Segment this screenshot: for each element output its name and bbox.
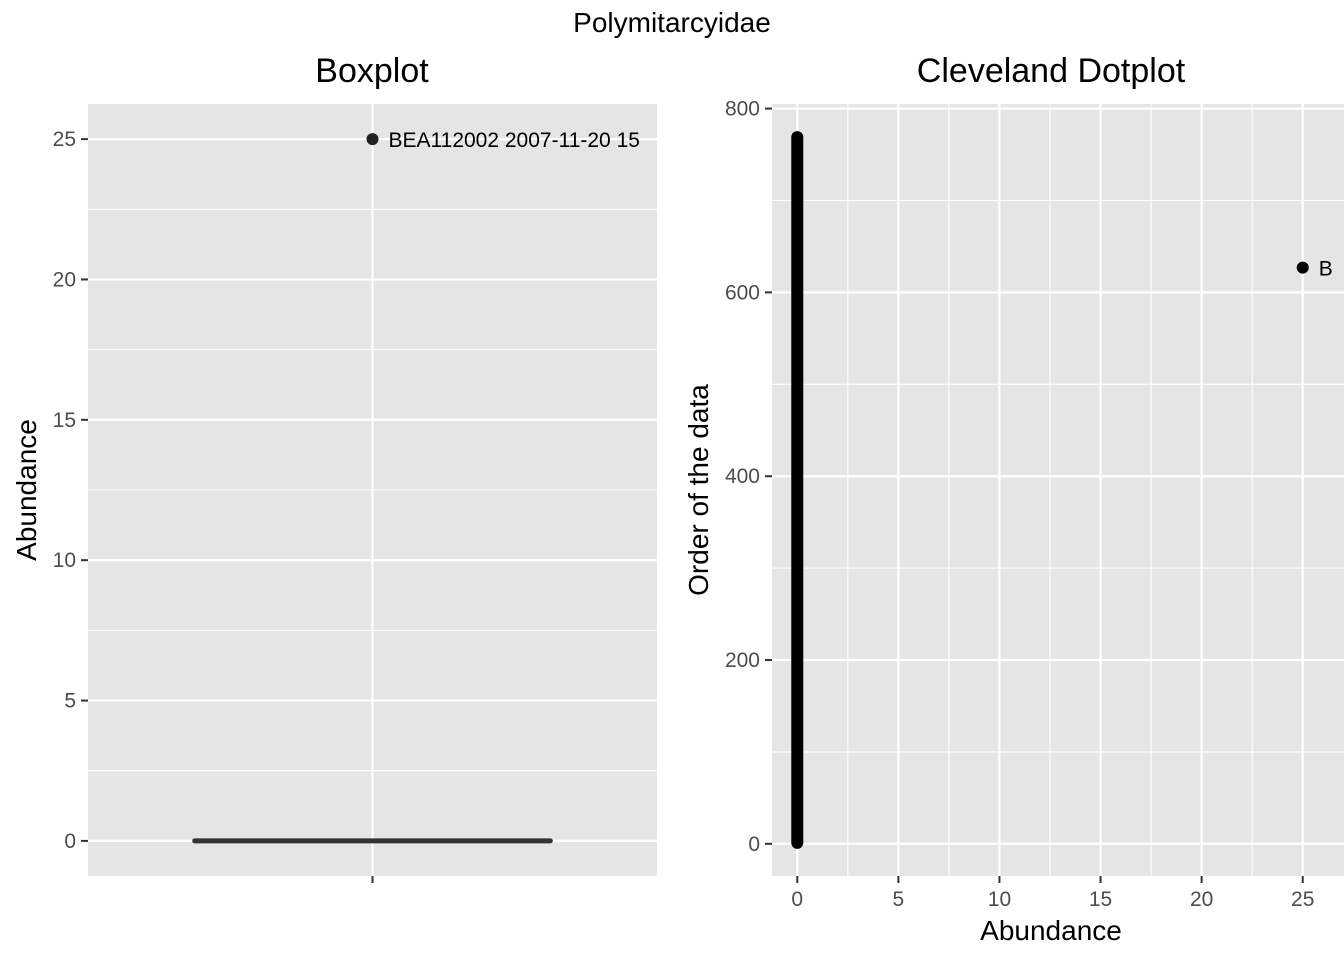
boxplot-y-tick-label: 25 — [53, 128, 76, 151]
boxplot-y-tick-label: 0 — [64, 830, 76, 853]
boxplot-outlier-label: BEA112002 2007-11-20 15 — [389, 129, 640, 152]
dotplot-x-axis-label: Abundance — [980, 915, 1122, 946]
dotplot-panel: Cleveland Dotplot Order of the data Abun… — [683, 52, 1344, 946]
dotplot-y-tick-label: 0 — [748, 833, 760, 856]
boxplot-panel: Boxplot Abundance 0 5 10 15 20 25 BEA112002 2… — [11, 52, 657, 883]
dotplot-y-tick-label: 800 — [725, 98, 760, 121]
dotplot-y-axis-label: Order of the data — [683, 384, 714, 596]
dotplot-x-tick-label: 25 — [1291, 888, 1314, 911]
dotplot-plot-area — [772, 104, 1344, 876]
boxplot-y-tick-label: 5 — [64, 690, 76, 713]
boxplot-y-tick-label: 10 — [53, 549, 76, 572]
dotplot-x-tick-label: 15 — [1089, 888, 1112, 911]
dotplot-point — [1296, 261, 1309, 274]
boxplot-y-tick-label: 15 — [53, 409, 76, 432]
dotplot-y-tick-label: 600 — [725, 281, 760, 304]
dotplot-y-tick-label: 200 — [725, 649, 760, 672]
dotplot-point-label: B — [1319, 258, 1333, 281]
figure-title: Polymitarcyidae — [573, 7, 771, 38]
dotplot-grid — [772, 104, 1344, 876]
dotplot-x-tick-label: 20 — [1190, 888, 1213, 911]
boxplot-outlier-point — [366, 133, 379, 146]
dotplot-title: Cleveland Dotplot — [917, 52, 1186, 90]
boxplot-y-tick-label: 20 — [53, 268, 76, 291]
dotplot-x-tick-label: 10 — [988, 888, 1011, 911]
dotplot-x-tick-label: 0 — [791, 888, 803, 911]
boxplot-y-ticks: 0 5 10 15 20 25 — [53, 128, 374, 883]
dotplot-y-tick-label: 400 — [725, 465, 760, 488]
boxplot-marks: BEA112002 2007-11-20 15 — [192, 129, 640, 844]
dotplot-ticks: 0 5 10 15 20 25 0 200 400 600 800 — [725, 98, 1314, 911]
boxplot-title: Boxplot — [315, 52, 429, 90]
dotplot-x-tick-label: 5 — [893, 888, 905, 911]
dotplot-marks: B — [791, 131, 1333, 849]
boxplot-y-axis-label: Abundance — [11, 419, 42, 561]
